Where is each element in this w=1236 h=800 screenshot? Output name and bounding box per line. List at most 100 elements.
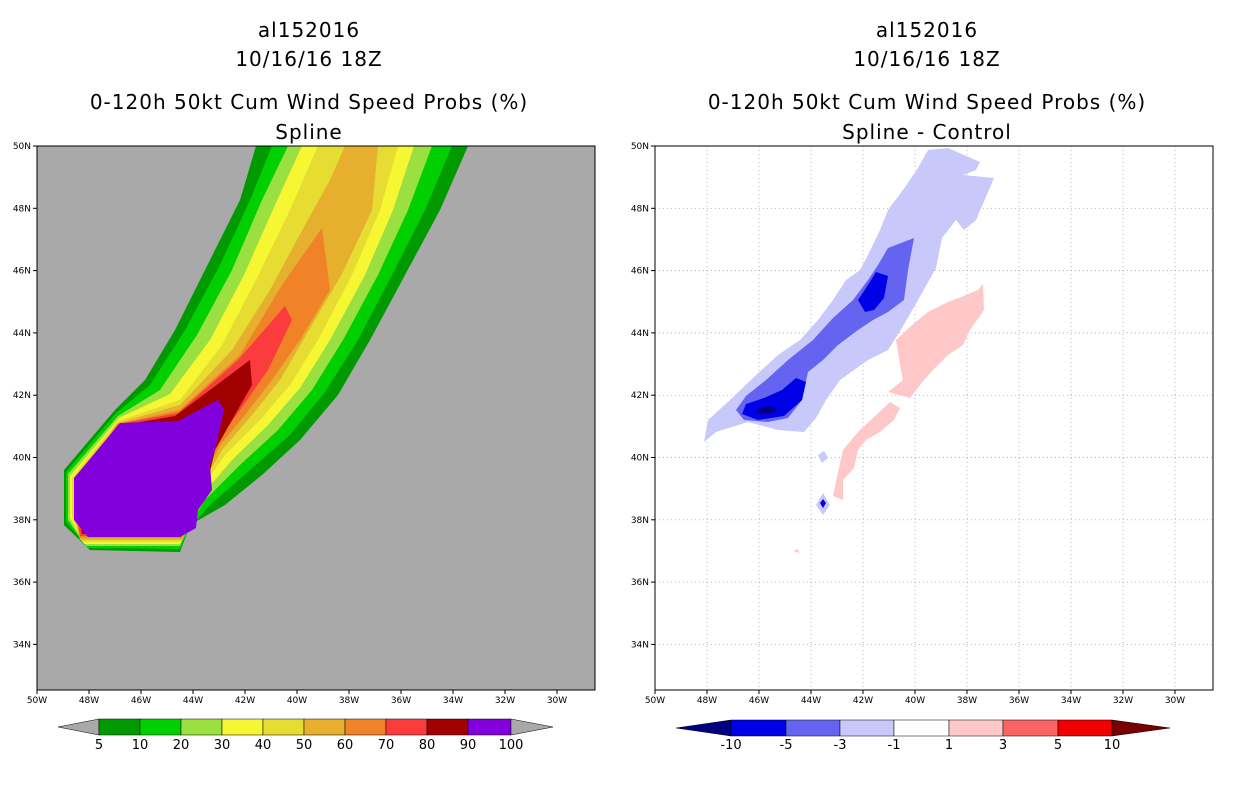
difference-map: 50N 48N 46N 44N 42N 40N 38N 36N 34N 50W 48W 46W 44W 4… bbox=[631, 142, 1214, 753]
lat-label: 42N bbox=[631, 391, 649, 401]
lon-label: 30W bbox=[547, 696, 567, 706]
lon-label: 42W bbox=[853, 696, 873, 706]
lat-label: 42N bbox=[13, 391, 31, 401]
colorbar-label: 100 bbox=[499, 738, 524, 753]
map-frame bbox=[654, 145, 1214, 691]
colorbar-label: 5 bbox=[1054, 738, 1062, 753]
lon-label: 50W bbox=[27, 696, 47, 706]
lat-label: 46N bbox=[631, 267, 649, 277]
lat-label: 46N bbox=[13, 267, 31, 277]
lat-label: 50N bbox=[13, 142, 31, 152]
spline-panel: al152016 10/16/16 18Z 0-120h 50kt Cum Wi… bbox=[13, 18, 596, 753]
lon-label: 32W bbox=[495, 696, 515, 706]
colorbar-label: 90 bbox=[460, 738, 477, 753]
spline-minus-control-panel: al152016 10/16/16 18Z 0-120h 50kt Cum Wi… bbox=[618, 0, 1236, 800]
colorbar-labels: -10 -5 -3 -1 1 3 5 10 bbox=[720, 738, 1120, 753]
lat-label: 34N bbox=[631, 640, 649, 650]
contour-pos1-b bbox=[833, 402, 900, 500]
probability-contours bbox=[37, 146, 595, 690]
colorbar-label: -5 bbox=[780, 738, 793, 753]
colorbar-label: 50 bbox=[296, 738, 313, 753]
lat-label: 50N bbox=[631, 142, 649, 152]
lat-label: 40N bbox=[13, 454, 31, 464]
colorbar-swatch-40 bbox=[262, 718, 305, 736]
colorbar-swatch-neg1 bbox=[893, 719, 950, 737]
colorbar-arrow-high bbox=[1111, 719, 1171, 737]
difference-contours bbox=[704, 148, 994, 553]
storm-id-title: al152016 bbox=[257, 18, 361, 42]
lat-label: 44N bbox=[13, 329, 31, 339]
map-frame bbox=[36, 145, 596, 691]
contour-neg10 bbox=[758, 406, 778, 414]
method-title: Spline - Control bbox=[842, 120, 1012, 144]
lon-label: 48W bbox=[697, 696, 717, 706]
colorbar-swatch-neg5 bbox=[785, 719, 841, 737]
lat-label: 34N bbox=[13, 640, 31, 650]
lon-label: 36W bbox=[391, 696, 411, 706]
lat-label: 36N bbox=[631, 578, 649, 588]
method-title: Spline bbox=[275, 120, 343, 144]
lon-label: 46W bbox=[131, 696, 151, 706]
colorbar-swatch-pos1 bbox=[948, 719, 1004, 737]
colorbar-arrow-high bbox=[510, 718, 554, 736]
lon-label: 34W bbox=[443, 696, 463, 706]
colorbar-swatch-70 bbox=[385, 718, 428, 736]
contour-90 bbox=[74, 400, 224, 537]
colorbar-swatch-neg3 bbox=[839, 719, 895, 737]
colorbar-label: 80 bbox=[419, 738, 436, 753]
colorbar-swatch-pos3 bbox=[1002, 719, 1059, 737]
map-axes: 50N 48N 46N 44N 42N 40N 38N 36N 34N 50W 48W 46W 44W 4… bbox=[631, 142, 1185, 706]
colorbar-label: 70 bbox=[378, 738, 395, 753]
lat-label: 36N bbox=[13, 578, 31, 588]
colorbar-swatch-90 bbox=[467, 718, 512, 736]
lon-label: 36W bbox=[1009, 696, 1029, 706]
product-title: 0-120h 50kt Cum Wind Speed Probs (%) bbox=[89, 90, 529, 114]
colorbar-label: 10 bbox=[1104, 738, 1121, 753]
colorbar-label: 5 bbox=[95, 738, 103, 753]
contour-neg1 bbox=[704, 148, 994, 442]
lon-label: 40W bbox=[905, 696, 925, 706]
colorbar-label: 10 bbox=[132, 738, 149, 753]
product-title: 0-120h 50kt Cum Wind Speed Probs (%) bbox=[707, 90, 1147, 114]
lon-label: 38W bbox=[957, 696, 977, 706]
colorbar-label: 20 bbox=[173, 738, 190, 753]
storm-id-title: al152016 bbox=[875, 18, 979, 42]
date-title: 10/16/16 18Z bbox=[235, 47, 383, 71]
colorbar-label: 1 bbox=[945, 738, 953, 753]
colorbar bbox=[675, 719, 1171, 737]
lon-label: 30W bbox=[1165, 696, 1185, 706]
lat-label: 48N bbox=[13, 204, 31, 214]
colorbar-label: 30 bbox=[214, 738, 231, 753]
lon-label: 32W bbox=[1113, 696, 1133, 706]
lat-label: 44N bbox=[631, 329, 649, 339]
lat-label: 38N bbox=[631, 516, 649, 526]
contour-pos1-spot bbox=[793, 549, 799, 553]
contour-pos1 bbox=[888, 284, 984, 398]
map-axes: 50N 48N 46N 44N 42N 40N 38N 36N 34N 50W 48W 46W 44W 4… bbox=[13, 142, 567, 706]
colorbar-labels: 5 10 20 30 40 50 60 70 80 90 100 bbox=[95, 738, 524, 753]
lon-label: 42W bbox=[235, 696, 255, 706]
lon-label: 48W bbox=[79, 696, 99, 706]
lon-label: 46W bbox=[749, 696, 769, 706]
lon-label: 34W bbox=[1061, 696, 1081, 706]
lat-label: 38N bbox=[13, 516, 31, 526]
lon-label: 38W bbox=[339, 696, 359, 706]
colorbar-label: 3 bbox=[999, 738, 1007, 753]
lon-label: 50W bbox=[645, 696, 665, 706]
date-title: 10/16/16 18Z bbox=[853, 47, 1001, 71]
colorbar-swatch-30 bbox=[221, 718, 264, 736]
lat-label: 40N bbox=[631, 454, 649, 464]
spline-probability-map: 50N 48N 46N 44N 42N 40N 38N 36N 34N 50W 48W 46W 44W 4… bbox=[13, 142, 596, 753]
contour-neg5-spot bbox=[820, 499, 826, 508]
lon-label: 44W bbox=[183, 696, 203, 706]
lon-label: 44W bbox=[801, 696, 821, 706]
colorbar-label: -1 bbox=[888, 738, 901, 753]
colorbar-swatch-5 bbox=[98, 718, 141, 736]
colorbar-label: 60 bbox=[337, 738, 354, 753]
colorbar-swatch-20 bbox=[180, 718, 223, 736]
colorbar-swatch-50 bbox=[303, 718, 346, 736]
colorbar-swatch-80 bbox=[426, 718, 469, 736]
colorbar-label: -3 bbox=[834, 738, 847, 753]
colorbar bbox=[57, 718, 554, 736]
colorbar-arrow-low bbox=[675, 719, 732, 737]
